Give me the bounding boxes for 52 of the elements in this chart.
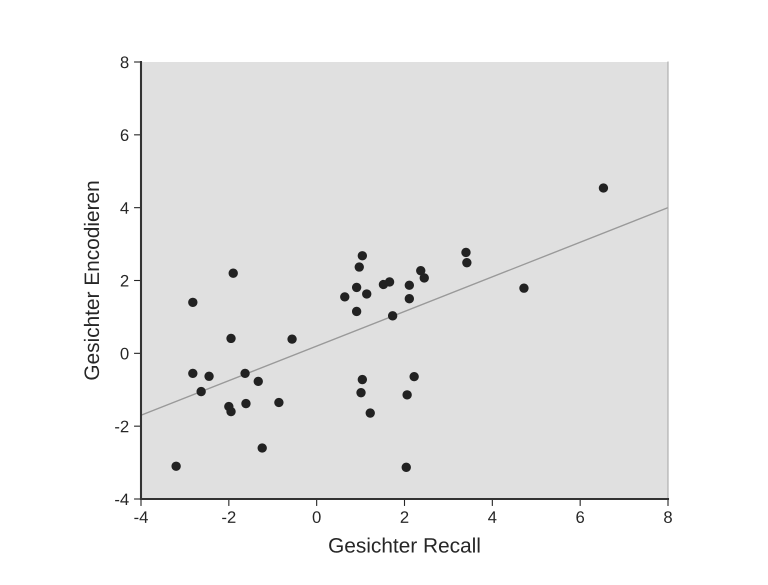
point — [366, 408, 375, 418]
point — [356, 388, 366, 398]
y-tick-label: 2 — [120, 274, 128, 287]
x-axis-title: Gesichter Recall — [329, 537, 480, 553]
point — [362, 289, 372, 299]
x-tick-label: -2 — [222, 511, 236, 523]
point — [226, 406, 236, 416]
x-tick-label: 0 — [312, 511, 321, 524]
x-tick-label: 8 — [664, 511, 672, 524]
y-tick-label: 4 — [120, 202, 129, 214]
point — [241, 398, 251, 408]
point — [461, 248, 471, 258]
x-tick-label: -4 — [134, 511, 148, 523]
x-tick-label: 2 — [400, 511, 408, 523]
point — [196, 386, 206, 396]
y-tick-label: 0 — [120, 348, 129, 360]
point — [402, 462, 411, 472]
point — [258, 443, 267, 453]
y-tick-label: -4 — [115, 494, 129, 506]
point — [171, 462, 181, 471]
point — [228, 268, 238, 278]
x-tick-label: 4 — [488, 511, 496, 523]
y-tick-label: 6 — [120, 129, 128, 142]
point — [352, 306, 362, 316]
point — [388, 311, 398, 320]
point — [404, 294, 414, 304]
point — [240, 368, 250, 378]
x-tick-label: 6 — [576, 511, 584, 524]
point — [354, 262, 364, 272]
y-axis-title: Gesichter Encodieren — [84, 182, 100, 380]
y-tick-label: -2 — [115, 420, 128, 432]
point — [416, 266, 426, 276]
point — [358, 374, 367, 384]
point — [402, 390, 412, 400]
point — [410, 372, 419, 382]
point — [340, 292, 350, 302]
point — [254, 376, 263, 386]
point — [519, 283, 529, 293]
point — [188, 298, 198, 308]
point — [404, 280, 414, 290]
point — [274, 398, 284, 408]
point — [462, 258, 472, 268]
point — [598, 183, 608, 193]
point — [358, 251, 367, 260]
point — [352, 282, 362, 292]
point — [384, 277, 394, 287]
point — [287, 334, 297, 344]
point — [188, 368, 198, 378]
point — [226, 334, 236, 344]
point — [420, 273, 429, 283]
point — [204, 372, 214, 381]
y-tick-label: 8 — [120, 56, 128, 68]
